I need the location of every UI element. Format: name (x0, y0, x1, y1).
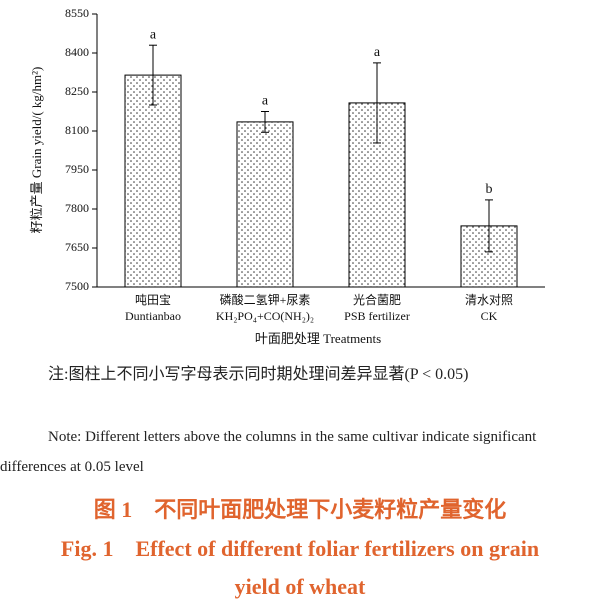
y-tick-label: 8100 (65, 123, 89, 137)
y-tick-label: 7500 (65, 279, 89, 293)
significance-letter: a (374, 45, 381, 60)
x-axis-label: 叶面肥处理 Treatments (255, 331, 381, 346)
x-tick-label: 清水对照 (465, 293, 513, 307)
bar (124, 74, 182, 288)
note-en: Note: Different letters above the column… (0, 429, 537, 475)
y-tick-label: 8550 (65, 6, 89, 20)
x-tick-label: Duntianbao (125, 309, 181, 323)
x-tick-label: KH₂PO₄+CO(NH₂)₂ (216, 309, 314, 323)
significance-letter: b (486, 182, 493, 197)
y-tick-label: 7950 (65, 162, 89, 176)
x-tick-label: CK (481, 309, 498, 323)
y-tick-label: 7800 (65, 201, 89, 215)
significance-letter: a (262, 94, 269, 109)
x-tick-label: PSB fertilizer (344, 309, 410, 323)
caption-en: Fig. 1 Effect of different foliar fertil… (60, 536, 540, 599)
significance-letter: a (150, 27, 157, 42)
x-tick-label: 光合菌肥 (353, 292, 401, 307)
caption-cn: 图 1 不同叶面肥处理下小麦籽粒产量变化 (93, 497, 507, 522)
y-tick-label: 7650 (65, 240, 89, 254)
x-tick-label: 磷酸二氢钾+尿素 (220, 292, 311, 307)
note-cn: 注:图柱上不同小写字母表示同时期处理间差异显著(P < 0.05) (48, 366, 469, 383)
chart: 籽粒产量 Grain yield/( kg/hm²) 叶面肥处理 Treatme… (29, 6, 545, 346)
y-axis-label: 籽粒产量 Grain yield/( kg/hm²) (29, 67, 44, 234)
y-tick-label: 8400 (65, 45, 89, 59)
x-tick-label: 吨田宝 (135, 293, 171, 307)
bar (236, 121, 294, 288)
y-tick-label: 8250 (65, 84, 89, 98)
